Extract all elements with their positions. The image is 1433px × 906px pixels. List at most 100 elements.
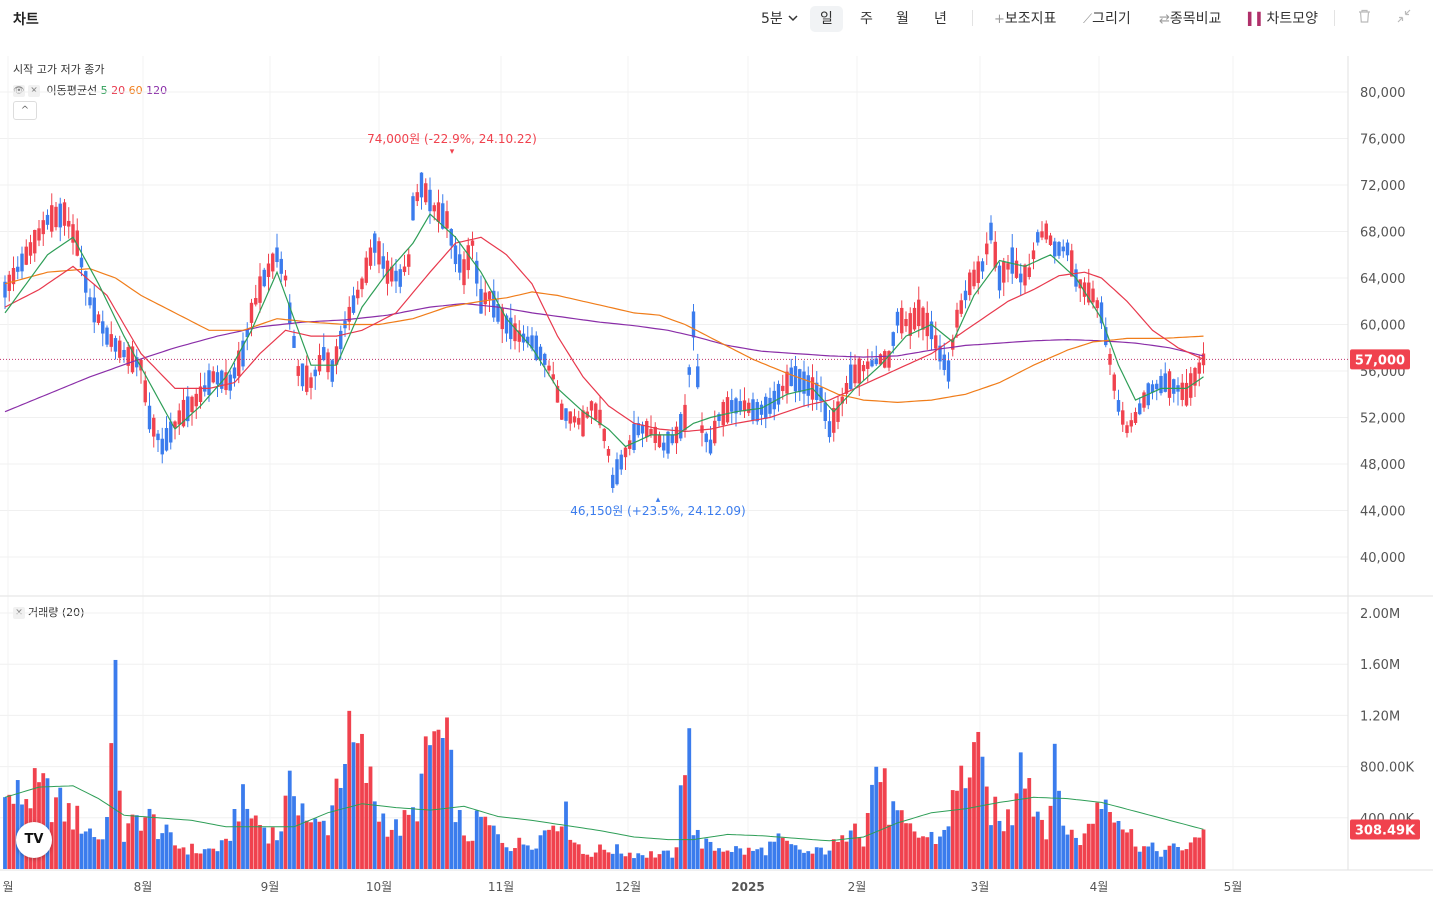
candle-body	[547, 365, 551, 371]
volume-bar	[164, 824, 169, 869]
volume-bar	[857, 837, 862, 869]
candle-body	[402, 266, 407, 273]
candle-body	[1167, 371, 1172, 398]
candle-body	[700, 425, 704, 433]
candle-body	[874, 358, 878, 365]
candle-body	[925, 312, 929, 337]
candle-body	[1053, 241, 1057, 257]
low-annotation: 46,150원 (+23.5%, 24.12.09)	[570, 504, 745, 518]
volume-bar	[559, 826, 564, 869]
volume-bar	[844, 841, 849, 869]
volume-bar	[96, 839, 101, 869]
time-tick-label: 2025	[731, 880, 764, 894]
draw-button[interactable]: ⟋그리기	[1083, 6, 1131, 32]
volume-bar	[11, 803, 16, 869]
swap-icon: ⇄	[1159, 12, 1170, 27]
candle-body	[980, 261, 985, 272]
volume-bar	[1095, 802, 1100, 869]
candle-body	[619, 454, 623, 470]
candle-body	[254, 298, 258, 305]
candle-body	[904, 319, 908, 327]
candle-body	[241, 340, 245, 367]
candle-body	[296, 366, 300, 376]
compare-button[interactable]: ⇄종목비교	[1159, 6, 1221, 32]
volume-bar	[534, 848, 539, 869]
tab-day[interactable]: 일	[810, 6, 843, 32]
time-tick-label: 10월	[366, 880, 392, 894]
tab-year[interactable]: 년	[934, 11, 947, 27]
volume-bar	[734, 846, 738, 869]
volume-bar	[249, 818, 254, 869]
volume-bar	[181, 847, 186, 869]
volume-bar	[168, 832, 173, 869]
candle-body	[1180, 382, 1184, 400]
volume-bar	[232, 809, 237, 869]
candle-body	[334, 346, 339, 365]
collapse-icon[interactable]	[1397, 6, 1411, 32]
volume-bar	[1184, 849, 1189, 869]
candle-body	[449, 229, 453, 246]
volume-bar	[942, 829, 947, 869]
candle-body	[1104, 327, 1108, 346]
candle-body	[186, 396, 190, 422]
chart-style-button[interactable]: ▍▍차트모양	[1248, 6, 1318, 32]
collapse-legend-button[interactable]: ^	[13, 101, 37, 120]
volume-bar	[326, 835, 330, 869]
candle-body	[1027, 267, 1031, 277]
candle-body	[96, 314, 101, 323]
volume-bar	[219, 840, 224, 869]
candle-body	[717, 414, 721, 421]
volume-tick-label: 1.20M	[1360, 709, 1400, 724]
candle-body	[849, 364, 853, 390]
volume-bar	[1163, 849, 1168, 869]
close-icon[interactable]: ✕	[28, 85, 40, 97]
volume-bar	[551, 825, 556, 869]
candle-body	[419, 172, 424, 198]
candle-body	[1112, 374, 1116, 391]
volume-bar	[1197, 837, 1202, 869]
candle-body	[1040, 231, 1044, 238]
candle-body	[832, 408, 836, 433]
volume-bar	[615, 844, 619, 869]
tab-week[interactable]: 주	[860, 11, 873, 27]
volume-bar	[309, 822, 313, 869]
candle-body	[589, 401, 594, 411]
candle-body	[934, 335, 938, 349]
volume-bar	[449, 749, 454, 869]
volume-bar	[517, 837, 522, 869]
time-tick-label: 월	[2, 880, 13, 894]
volume-bar	[321, 820, 326, 869]
pencil-icon: ⟋	[1083, 12, 1093, 27]
volume-bar	[355, 743, 360, 869]
volume-bar	[606, 852, 611, 869]
candle-body	[1095, 300, 1099, 309]
volume-bar	[71, 829, 75, 869]
price-tick-label: 68,000	[1360, 226, 1406, 241]
volume-bar	[763, 855, 768, 869]
tab-month[interactable]: 월	[896, 11, 909, 27]
volume-bar	[717, 848, 721, 869]
candle-body	[572, 416, 577, 423]
volume-bar	[253, 815, 258, 869]
volume-bar	[1048, 805, 1053, 869]
candle-body	[645, 421, 649, 438]
volume-bar	[445, 717, 449, 869]
volume-bar	[521, 844, 526, 869]
interval-select[interactable]: 5분	[761, 6, 799, 32]
candle-body	[1010, 247, 1014, 274]
eye-off-icon[interactable]: 👁	[13, 85, 25, 97]
volume-bar	[79, 833, 84, 869]
indicators-button[interactable]: +보조지표	[994, 6, 1056, 32]
candle-body	[50, 205, 54, 232]
volume-bar	[1201, 829, 1206, 869]
volume-bar	[768, 841, 772, 869]
trash-icon[interactable]	[1358, 6, 1371, 32]
candle-body	[1044, 223, 1048, 240]
candle-body	[1121, 410, 1125, 425]
candle-body	[538, 346, 543, 361]
candle-body	[105, 327, 109, 345]
volume-bar	[411, 807, 415, 869]
candle-body	[139, 359, 143, 371]
volume-bar	[88, 828, 92, 869]
